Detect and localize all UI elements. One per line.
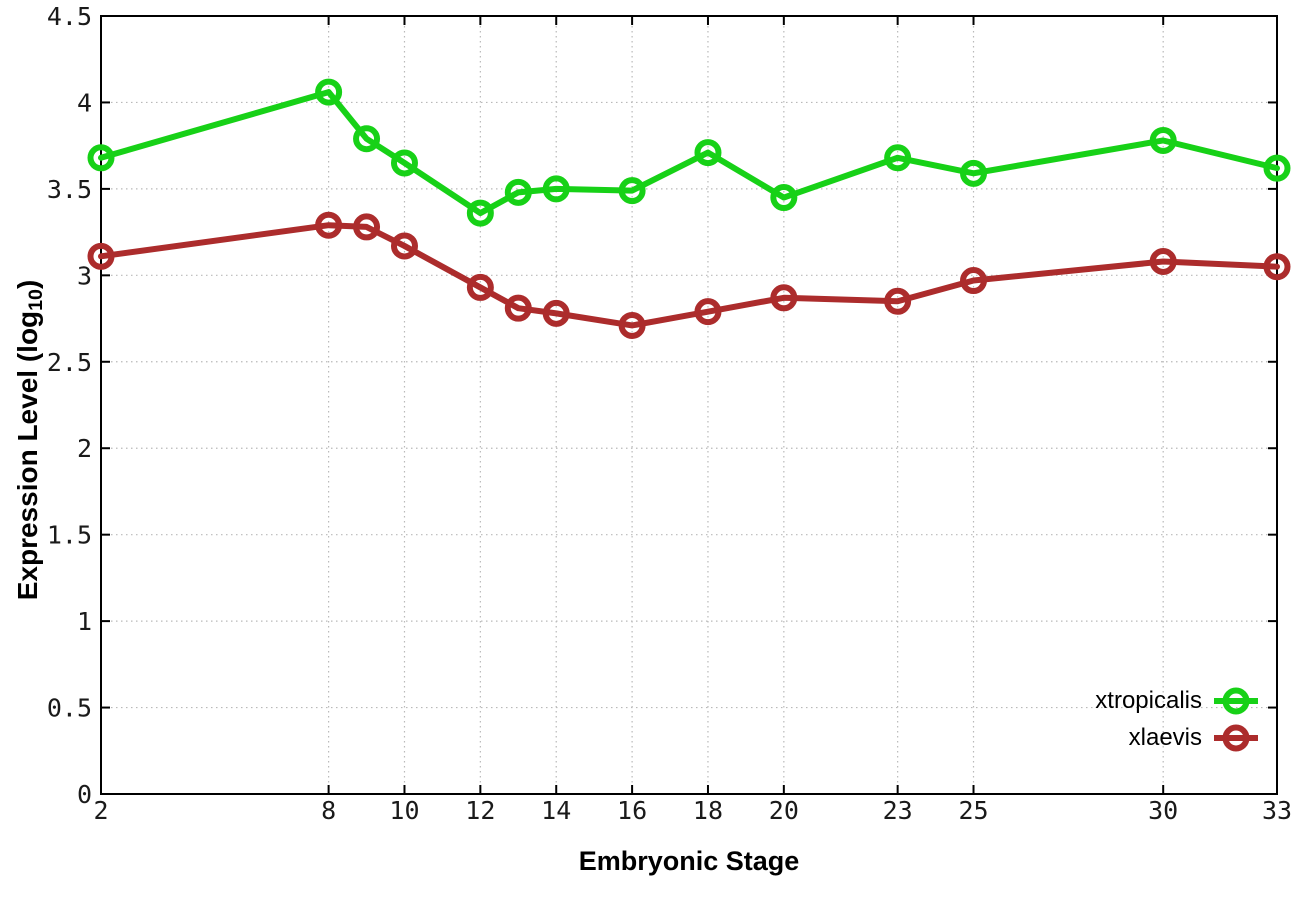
- x-tick-label: 14: [541, 796, 571, 825]
- y-tick-label: 4: [77, 88, 92, 117]
- x-tick-label: 8: [321, 796, 336, 825]
- y-axis-title: Expression Level (log10): [12, 280, 48, 601]
- y-axis-title-text: Expression Level (log: [11, 310, 43, 601]
- x-tick-labels: 2 8 10 12 14 16 18 20 23 25 30 33: [93, 796, 1292, 825]
- y-tick-label: 0: [77, 780, 92, 809]
- x-tick-label: 10: [389, 796, 419, 825]
- grid-lines: [101, 16, 1277, 794]
- x-tick-label: 16: [617, 796, 647, 825]
- data-point-xlaevis: [87, 242, 115, 270]
- data-point-xtropicalis: [466, 199, 494, 227]
- data-point-xlaevis: [694, 298, 722, 326]
- series-xlaevis: [87, 211, 1291, 339]
- series-line-xtropicalis: [98, 89, 1280, 217]
- data-point-xtropicalis: [87, 144, 115, 172]
- data-point-xtropicalis: [542, 175, 570, 203]
- line-point-marker-icon: [1214, 687, 1258, 714]
- data-point-xtropicalis: [694, 139, 722, 167]
- data-point-xlaevis: [1263, 253, 1291, 281]
- data-point-xlaevis: [542, 299, 570, 327]
- data-point-xlaevis: [618, 311, 646, 339]
- data-point-xlaevis: [353, 213, 381, 241]
- y-tick-label: 2: [77, 434, 92, 463]
- y-tick-label: 0.5: [47, 694, 92, 723]
- y-tick-label: 3: [77, 261, 92, 290]
- line-point-marker-icon: [1214, 724, 1258, 751]
- data-point-xtropicalis: [1263, 154, 1291, 182]
- x-tick-label: 2: [93, 796, 108, 825]
- legend-entry-xlaevis: xlaevis: [1095, 719, 1260, 756]
- x-tick-label: 12: [465, 796, 495, 825]
- data-point-xlaevis: [1149, 248, 1177, 276]
- x-axis-title: Embryonic Stage: [578, 846, 800, 876]
- data-point-xlaevis: [390, 232, 418, 260]
- x-tick-label: 25: [958, 796, 988, 825]
- data-point-xtropicalis: [390, 149, 418, 177]
- data-point-xtropicalis: [1149, 126, 1177, 154]
- data-point-xlaevis: [960, 267, 988, 295]
- plot-border: [100, 15, 1278, 795]
- y-tick-label: 1.5: [47, 521, 92, 550]
- y-tick-label: 3.5: [47, 175, 92, 204]
- y-tick-labels: 0 0.5 1 1.5 2 2.5 3 3.5 4 4.5: [47, 2, 92, 809]
- data-point-xtropicalis: [960, 159, 988, 187]
- x-tick-label: 30: [1148, 796, 1178, 825]
- tick-marks: [100, 15, 1278, 795]
- x-tick-label: 18: [693, 796, 723, 825]
- data-point-xtropicalis: [884, 144, 912, 172]
- y-tick-label: 4.5: [47, 2, 92, 31]
- x-tick-label: 23: [883, 796, 913, 825]
- y-tick-label: 2.5: [47, 348, 92, 377]
- y-tick-label: 1: [77, 607, 92, 636]
- x-tick-label: 33: [1262, 796, 1292, 825]
- data-point-xlaevis: [315, 211, 343, 239]
- data-point-xtropicalis: [315, 78, 343, 106]
- data-point-xlaevis: [504, 294, 532, 322]
- legend-entry-xtropicalis: xtropicalis: [1095, 682, 1260, 719]
- data-point-xlaevis: [884, 287, 912, 315]
- data-point-xtropicalis: [770, 184, 798, 212]
- legend: xtropicalis xlaevis: [1095, 682, 1260, 756]
- data-point-xtropicalis: [353, 125, 381, 153]
- legend-label-xtropicalis: xtropicalis: [1095, 686, 1202, 714]
- y-axis-title-subscript: 10: [25, 289, 48, 311]
- series-xtropicalis: [87, 78, 1291, 227]
- x-tick-label: 20: [769, 796, 799, 825]
- data-point-xtropicalis: [618, 177, 646, 205]
- data-point-xtropicalis: [504, 178, 532, 206]
- data-point-xlaevis: [466, 273, 494, 301]
- data-point-xlaevis: [770, 284, 798, 312]
- legend-label-xlaevis: xlaevis: [1128, 723, 1202, 751]
- y-axis-title-suffix: ): [11, 279, 43, 290]
